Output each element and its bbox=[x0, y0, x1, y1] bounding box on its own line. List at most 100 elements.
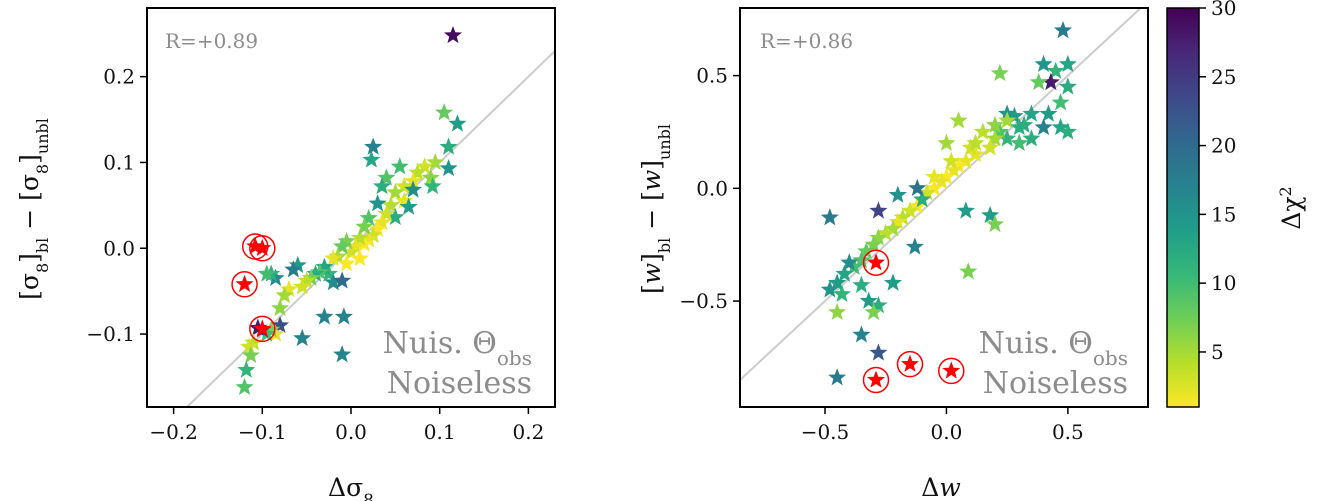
right-data-point bbox=[949, 111, 968, 129]
colorbar: 5 10 15 20 25 30 Δχ2 bbox=[1166, 0, 1306, 408]
right-data-point bbox=[990, 63, 1009, 82]
right-highlight-ring bbox=[938, 357, 965, 385]
right-data-point bbox=[1058, 54, 1077, 73]
left-correlation-annotation: R=+0.89 bbox=[165, 29, 258, 53]
right-data-point bbox=[1046, 61, 1065, 79]
left-data-point bbox=[337, 254, 356, 272]
left-data-point bbox=[293, 328, 312, 347]
right-data-point bbox=[845, 257, 864, 275]
left-data-point bbox=[239, 337, 259, 355]
left-data-point bbox=[435, 103, 454, 121]
left-data-point bbox=[257, 264, 276, 282]
right-correlation-annotation: R=+0.86 bbox=[760, 29, 853, 53]
right-data-point bbox=[883, 219, 903, 237]
right-data-point bbox=[1015, 115, 1034, 133]
right-data-point bbox=[1039, 104, 1058, 122]
right-data-point bbox=[835, 264, 854, 282]
right-data-point bbox=[1051, 93, 1070, 111]
right-data-point bbox=[852, 325, 871, 343]
right-data-point bbox=[985, 115, 1005, 133]
left-data-point bbox=[266, 324, 285, 342]
left-data-point bbox=[333, 271, 352, 289]
left-data-point bbox=[355, 217, 374, 235]
right-x-tick-label: 0.0 bbox=[931, 420, 963, 444]
right-data-point bbox=[985, 129, 1005, 147]
left-data-point bbox=[443, 25, 463, 44]
left-x-tick-label: 0.0 bbox=[335, 420, 367, 444]
left-data-point bbox=[350, 249, 369, 267]
left-data-point bbox=[377, 168, 396, 186]
left-data-point bbox=[377, 204, 396, 222]
right-highlighted-points bbox=[862, 249, 965, 394]
right-data-point bbox=[998, 111, 1017, 129]
right-data-point bbox=[1022, 104, 1041, 122]
right-axes: −0.5 0.0 0.5 −0.5 0.0 0.5 bbox=[679, 7, 1149, 444]
left-highlight-ring bbox=[249, 235, 276, 262]
right-data-point bbox=[942, 151, 961, 169]
right-highlighted-point bbox=[942, 361, 961, 379]
left-data-point bbox=[262, 320, 281, 338]
colorbar-tick-label: 15 bbox=[1211, 202, 1236, 226]
right-data-point bbox=[1053, 21, 1073, 39]
right-data-point bbox=[820, 208, 839, 226]
left-nuisance-annotation: Nuis. Θobs bbox=[383, 326, 532, 370]
left-data-point bbox=[241, 346, 260, 364]
left-data-point bbox=[324, 249, 343, 267]
right-data-point bbox=[828, 302, 847, 321]
right-data-point bbox=[981, 205, 1000, 224]
right-data-point bbox=[888, 212, 907, 230]
right-data-point bbox=[840, 253, 859, 271]
right-data-point bbox=[937, 167, 956, 185]
left-data-point bbox=[333, 345, 352, 363]
right-y-axis-label: [w]bl − [w]unbl bbox=[637, 124, 674, 294]
left-panel-sigma8: R=+0.89 Nuis. Θobs Noiseless −0.2 −0.1 0.0… bbox=[15, 7, 556, 501]
left-data-point bbox=[415, 157, 434, 175]
left-data-point bbox=[271, 315, 290, 334]
colorbar-ticks: 5 10 15 20 25 30 bbox=[1199, 0, 1236, 364]
right-data-point bbox=[852, 250, 871, 269]
left-x-tick-label: 0.2 bbox=[512, 420, 544, 444]
right-data-point bbox=[869, 228, 888, 246]
left-data-point bbox=[448, 114, 467, 132]
left-y-tick-label: −0.1 bbox=[86, 322, 135, 346]
left-data-point bbox=[306, 264, 325, 282]
left-data-point bbox=[315, 307, 334, 325]
right-data-point bbox=[981, 138, 1000, 156]
left-data-point bbox=[364, 137, 383, 155]
right-data-point bbox=[1058, 77, 1077, 95]
right-data-point bbox=[876, 223, 895, 242]
right-data-point bbox=[1022, 129, 1041, 147]
right-y-tick-label: 0.0 bbox=[696, 176, 728, 200]
left-data-point bbox=[368, 219, 387, 238]
left-highlighted-points bbox=[231, 233, 276, 343]
left-data-point bbox=[244, 333, 263, 351]
colorbar-tick-label: 25 bbox=[1211, 65, 1236, 89]
left-data-point bbox=[341, 243, 361, 261]
left-data-point bbox=[381, 195, 400, 214]
colorbar-tick-label: 5 bbox=[1211, 340, 1224, 364]
left-data-point bbox=[395, 191, 414, 209]
right-plot-frame bbox=[739, 7, 1149, 408]
right-highlighted-point bbox=[866, 370, 886, 388]
left-data-point bbox=[423, 176, 442, 195]
left-data-point bbox=[404, 171, 423, 190]
left-data-point bbox=[359, 208, 378, 226]
right-data-point bbox=[961, 138, 980, 156]
right-data-point bbox=[973, 122, 992, 140]
left-data-point bbox=[324, 273, 343, 291]
right-data-point bbox=[1041, 72, 1060, 91]
right-data-point bbox=[925, 167, 944, 185]
right-data-point bbox=[828, 273, 847, 291]
left-data-point bbox=[390, 157, 409, 175]
right-data-point bbox=[985, 214, 1005, 233]
left-data-point bbox=[364, 225, 383, 244]
left-x-tick-label: 0.1 bbox=[424, 420, 456, 444]
right-data-point bbox=[864, 235, 883, 253]
right-noiseless-annotation: Noiseless bbox=[983, 366, 1128, 401]
left-data-point bbox=[237, 360, 256, 378]
right-data-point bbox=[864, 302, 883, 321]
right-y-tick-label: 0.5 bbox=[696, 64, 728, 88]
left-y-tick-label: 0.1 bbox=[103, 150, 135, 174]
right-data-point bbox=[944, 160, 963, 178]
